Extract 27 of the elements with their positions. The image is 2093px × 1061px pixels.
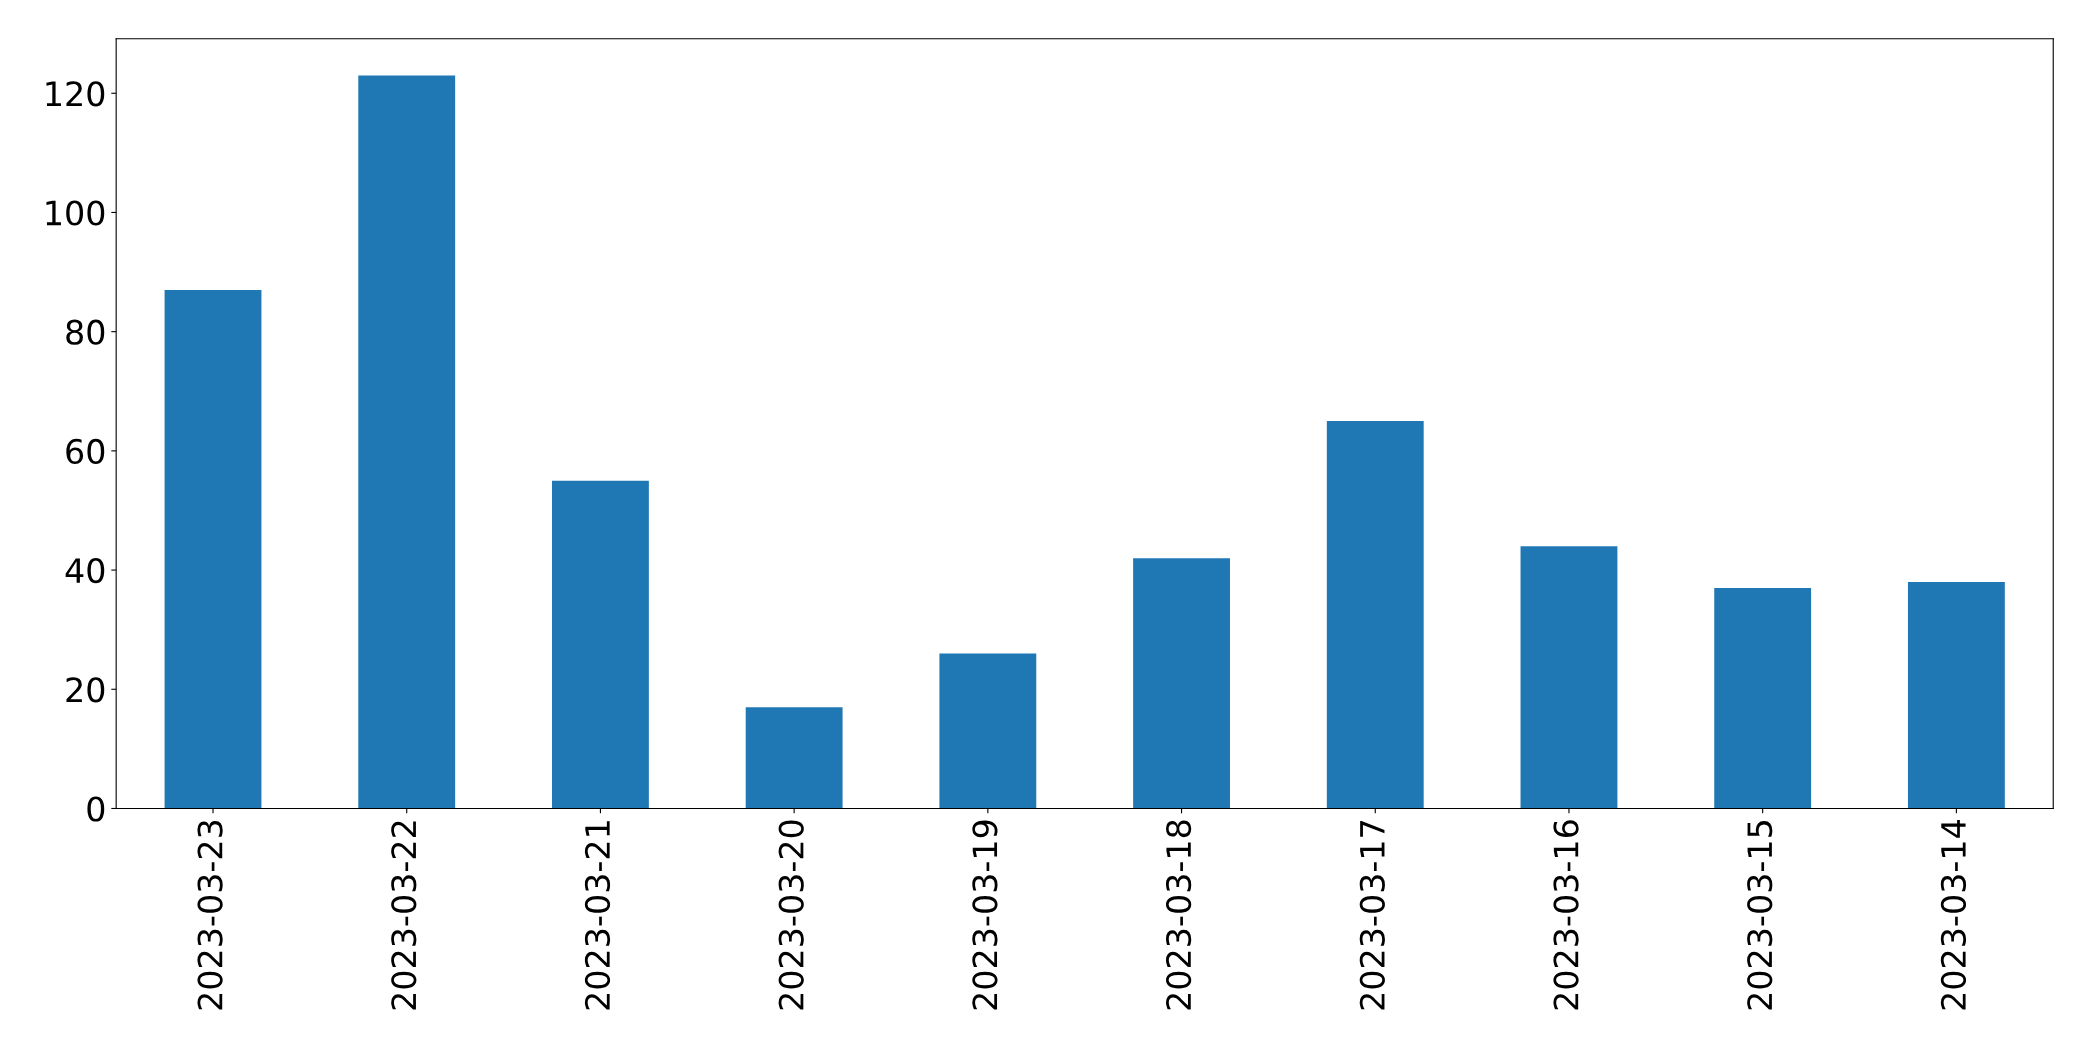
x-tick-label: 2023-03-22 (391, 821, 417, 1010)
x-tick-label: 2023-03-23 (197, 820, 223, 1010)
x-tick-label: 2023-03-21 (584, 821, 611, 1010)
y-tick-label: 100 (46, 200, 105, 226)
bar (939, 653, 1037, 809)
x-tick-label: 2023-03-17 (1359, 821, 1385, 1010)
y-tick-label: 120 (46, 81, 105, 107)
bar (745, 707, 843, 809)
x-tick-label: 2023-03-19 (972, 820, 998, 1010)
y-tick-label: 60 (66, 438, 105, 465)
bar (1907, 582, 2005, 809)
bar (1133, 558, 1230, 809)
bar (1714, 587, 1812, 809)
y-tick-label: 80 (66, 319, 105, 345)
x-tick-label: 2023-03-15 (1747, 821, 1773, 1010)
bar (1326, 421, 1424, 809)
y-tick-label: 20 (66, 677, 105, 703)
y-tick-label: 0 (87, 796, 105, 822)
x-tick-label: 2023-03-16 (1553, 820, 1579, 1010)
y-tick-label: 40 (65, 558, 105, 584)
x-tick-label: 2023-03-14 (1940, 820, 1967, 1010)
bar (552, 480, 649, 809)
x-tick-label: 2023-03-20 (778, 820, 804, 1010)
bar (164, 289, 262, 809)
x-tick-label: 2023-03-18 (1166, 820, 1192, 1010)
bar (358, 75, 456, 809)
bar (1520, 546, 1618, 809)
